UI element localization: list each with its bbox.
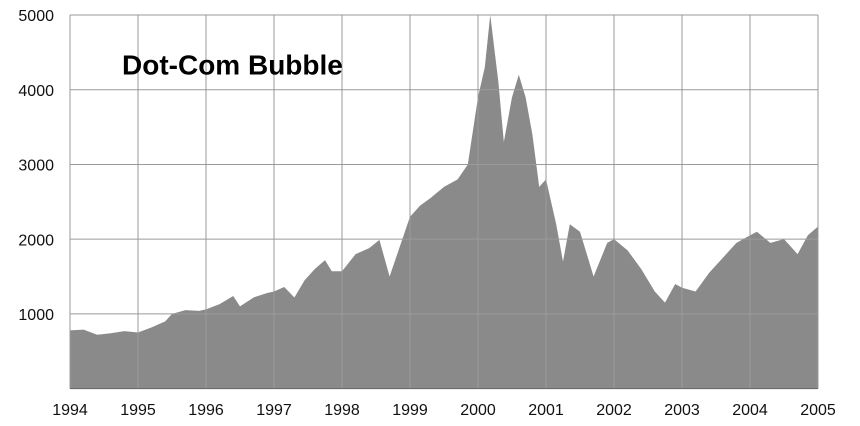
x-tick-label: 2004 [732,402,768,419]
area [70,15,818,389]
chart-title: Dot-Com Bubble [122,49,343,80]
y-tick-label: 2000 [18,232,54,249]
y-tick-label: 1000 [18,307,54,324]
x-tick-label: 1998 [324,402,360,419]
x-tick-label: 1994 [52,402,88,419]
x-tick-label: 1996 [188,402,224,419]
x-tick-label: 2001 [528,402,564,419]
x-tick-label: 1997 [256,402,292,419]
y-tick-label: 5000 [18,8,54,25]
y-tick-label: 4000 [18,83,54,100]
x-tick-label: 1995 [120,402,156,419]
x-tick-label: 2002 [596,402,632,419]
x-tick-label: 2003 [664,402,700,419]
y-tick-label: 3000 [18,158,54,175]
x-tick-label: 2005 [800,402,836,419]
x-tick-label: 1999 [392,402,428,419]
x-tick-label: 2000 [460,402,496,419]
